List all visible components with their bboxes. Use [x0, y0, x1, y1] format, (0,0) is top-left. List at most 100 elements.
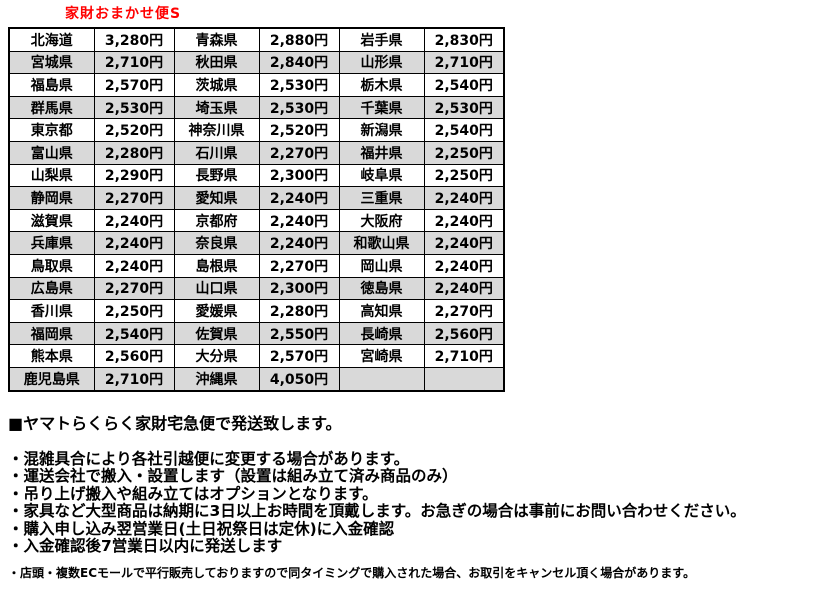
- price-cell: 2,240円: [423, 186, 505, 210]
- price-cell: 2,530円: [423, 95, 505, 120]
- table-row: 香川県 2,250円 愛媛県 2,280円 高知県 2,270円: [8, 299, 505, 323]
- prefecture-cell: 京都府: [173, 208, 260, 233]
- prefecture-cell: 栃木県: [338, 73, 425, 97]
- note-bullet: ・運送会社で搬入・設置します（設置は組み立て済み商品のみ）: [8, 467, 458, 486]
- note-bullet: ・入金確認後7営業日以内に発送します: [8, 537, 283, 556]
- prefecture-cell: 広島県: [8, 276, 95, 301]
- price-cell: 2,520円: [93, 118, 175, 142]
- prefecture-cell: 埼玉県: [173, 95, 260, 120]
- price-cell: 2,710円: [423, 344, 505, 368]
- price-cell: 2,240円: [93, 231, 175, 255]
- price-cell: 2,270円: [258, 253, 340, 278]
- price-cell: 2,240円: [258, 208, 340, 233]
- table-row: 福島県 2,570円 茨城県 2,530円 栃木県 2,540円: [8, 73, 505, 97]
- prefecture-cell: 東京都: [8, 118, 95, 142]
- table-row: 東京都 2,520円 神奈川県 2,520円 新潟県 2,540円: [8, 118, 505, 142]
- price-cell: 4,050円: [258, 366, 340, 392]
- shipping-table-title: 家財おまかせ便S: [65, 6, 182, 22]
- table-row: 鹿児島県 2,710円 沖縄県 4,050円: [8, 366, 505, 392]
- price-cell: 2,280円: [93, 140, 175, 165]
- price-cell: 2,710円: [93, 50, 175, 75]
- note-bullet: ・混雑具合により各社引越便に変更する場合があります。: [8, 450, 410, 468]
- prefecture-cell: 山形県: [338, 50, 425, 75]
- table-row: 静岡県 2,270円 愛知県 2,240円 三重県 2,240円: [8, 186, 505, 210]
- price-cell: 2,240円: [423, 253, 505, 278]
- note-bullet: ・購入申し込み翌営業日(土日祝祭日は定休)に入金確認: [8, 519, 395, 538]
- price-cell: 2,290円: [93, 163, 175, 188]
- price-cell: 2,710円: [93, 366, 175, 392]
- price-cell: 2,240円: [93, 208, 175, 233]
- prefecture-cell: 兵庫県: [8, 231, 95, 255]
- table-row: 滋賀県 2,240円 京都府 2,240円 大阪府 2,240円: [8, 208, 505, 233]
- price-cell: 2,270円: [93, 186, 175, 210]
- prefecture-cell: 愛媛県: [173, 299, 260, 323]
- price-cell: 2,560円: [93, 344, 175, 368]
- prefecture-cell: 宮崎県: [338, 344, 425, 368]
- price-cell: 2,240円: [93, 253, 175, 278]
- shipping-notes: ■ヤマトらくらく家財宅急便で発送致します。 ・混雑具合により各社引越便に変更する…: [8, 410, 818, 581]
- price-cell: 2,300円: [258, 163, 340, 188]
- prefecture-cell: 山梨県: [8, 163, 95, 188]
- notes-heading: ■ヤマトらくらく家財宅急便で発送致します。: [8, 414, 342, 433]
- price-cell: 2,240円: [423, 276, 505, 301]
- price-cell: 2,250円: [423, 140, 505, 165]
- notes-bullet-list: ・混雑具合により各社引越便に変更する場合があります。 ・運送会社で搬入・設置します…: [8, 450, 818, 556]
- price-cell: 2,240円: [258, 231, 340, 255]
- prefecture-cell: [338, 366, 425, 392]
- prefecture-cell: 福井県: [338, 140, 425, 165]
- price-cell: 2,520円: [258, 118, 340, 142]
- note-bullet: ・家具など大型商品は納期に3日以上お時間を頂戴します。お急ぎの場合は事前にお問い…: [8, 502, 746, 521]
- prefecture-cell: 岡山県: [338, 253, 425, 278]
- price-cell: 2,840円: [258, 50, 340, 75]
- price-cell: 2,550円: [258, 321, 340, 346]
- prefecture-cell: 長野県: [173, 163, 260, 188]
- price-cell: 2,270円: [93, 276, 175, 301]
- prefecture-cell: 鹿児島県: [8, 366, 95, 392]
- prefecture-cell: 香川県: [8, 299, 95, 323]
- price-cell: [423, 366, 505, 392]
- prefecture-cell: 宮城県: [8, 50, 95, 75]
- price-cell: 2,250円: [93, 299, 175, 323]
- price-cell: 3,280円: [93, 27, 175, 52]
- price-cell: 2,530円: [258, 73, 340, 97]
- prefecture-cell: 徳島県: [338, 276, 425, 301]
- prefecture-cell: 高知県: [338, 299, 425, 323]
- price-cell: 2,530円: [93, 95, 175, 120]
- table-row: 群馬県 2,530円 埼玉県 2,530円 千葉県 2,530円: [8, 95, 505, 120]
- price-cell: 2,270円: [258, 140, 340, 165]
- prefecture-cell: 群馬県: [8, 95, 95, 120]
- prefecture-cell: 福岡県: [8, 321, 95, 346]
- prefecture-cell: 長崎県: [338, 321, 425, 346]
- table-row: 広島県 2,270円 山口県 2,300円 徳島県 2,240円: [8, 276, 505, 301]
- prefecture-cell: 千葉県: [338, 95, 425, 120]
- prefecture-cell: 鳥取県: [8, 253, 95, 278]
- prefecture-cell: 新潟県: [338, 118, 425, 142]
- prefecture-cell: 福島県: [8, 73, 95, 97]
- table-row: 宮城県 2,710円 秋田県 2,840円 山形県 2,710円: [8, 50, 505, 75]
- price-cell: 2,570円: [258, 344, 340, 368]
- table-row: 熊本県 2,560円 大分県 2,570円 宮崎県 2,710円: [8, 344, 505, 368]
- notes-footnote: ・店頭・複数ECモールで平行販売しておりますので同タイミングで購入された場合、お…: [8, 566, 696, 581]
- price-cell: 2,560円: [423, 321, 505, 346]
- prefecture-cell: 大分県: [173, 344, 260, 368]
- prefecture-cell: 神奈川県: [173, 118, 260, 142]
- price-cell: 2,540円: [423, 118, 505, 142]
- prefecture-cell: 山口県: [173, 276, 260, 301]
- price-cell: 2,830円: [423, 27, 505, 52]
- price-cell: 2,240円: [423, 208, 505, 233]
- prefecture-cell: 富山県: [8, 140, 95, 165]
- price-cell: 2,300円: [258, 276, 340, 301]
- price-cell: 2,280円: [258, 299, 340, 323]
- prefecture-cell: 岐阜県: [338, 163, 425, 188]
- price-cell: 2,540円: [423, 73, 505, 97]
- prefecture-cell: 愛知県: [173, 186, 260, 210]
- prefecture-cell: 青森県: [173, 27, 260, 52]
- table-row: 兵庫県 2,240円 奈良県 2,240円 和歌山県 2,240円: [8, 231, 505, 255]
- shipping-price-table: 北海道 3,280円 青森県 2,880円 岩手県 2,830円 宮城県 2,710円 秋田県 2…: [8, 27, 505, 392]
- price-cell: 2,240円: [258, 186, 340, 210]
- table-row: 鳥取県 2,240円 島根県 2,270円 岡山県 2,240円: [8, 253, 505, 278]
- price-cell: 2,530円: [258, 95, 340, 120]
- prefecture-cell: 滋賀県: [8, 208, 95, 233]
- table-row: 福岡県 2,540円 佐賀県 2,550円 長崎県 2,560円: [8, 321, 505, 346]
- prefecture-cell: 秋田県: [173, 50, 260, 75]
